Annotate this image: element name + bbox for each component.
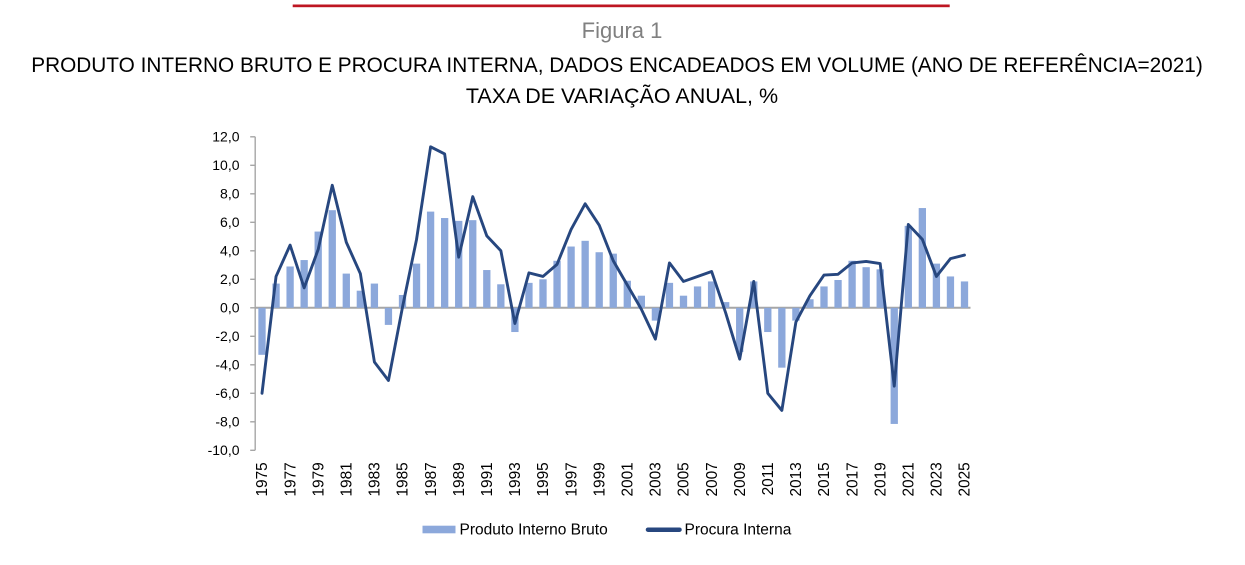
svg-text:2009: 2009: [732, 462, 749, 496]
svg-text:-4,0: -4,0: [215, 357, 239, 373]
svg-text:1995: 1995: [535, 462, 552, 496]
svg-text:TAXA DE VARIAÇÃO ANUAL, %: TAXA DE VARIAÇÃO ANUAL, %: [466, 83, 778, 108]
svg-text:2019: 2019: [872, 462, 889, 496]
svg-text:1987: 1987: [423, 462, 440, 496]
svg-text:2013: 2013: [788, 462, 805, 496]
svg-text:2003: 2003: [648, 462, 665, 496]
svg-text:1989: 1989: [451, 462, 468, 496]
svg-text:2001: 2001: [620, 462, 637, 496]
svg-text:Procura Interna: Procura Interna: [685, 522, 792, 539]
svg-text:12,0: 12,0: [212, 129, 239, 145]
svg-text:8,0: 8,0: [220, 186, 240, 202]
svg-text:2023: 2023: [929, 462, 946, 496]
svg-text:1999: 1999: [591, 462, 608, 496]
svg-text:2011: 2011: [760, 462, 777, 495]
svg-text:2007: 2007: [704, 462, 721, 496]
svg-text:-2,0: -2,0: [215, 328, 239, 344]
svg-text:6,0: 6,0: [220, 214, 240, 230]
svg-text:1983: 1983: [367, 462, 384, 496]
svg-text:PRODUTO INTERNO BRUTO E PROCUR: PRODUTO INTERNO BRUTO E PROCURA INTERNA,…: [31, 54, 1203, 77]
svg-text:10,0: 10,0: [212, 157, 239, 173]
svg-text:2005: 2005: [676, 462, 693, 496]
svg-text:-8,0: -8,0: [215, 414, 239, 430]
svg-text:0,0: 0,0: [220, 300, 240, 316]
svg-text:-10,0: -10,0: [208, 442, 240, 458]
svg-text:2017: 2017: [844, 462, 861, 496]
svg-text:1985: 1985: [395, 462, 412, 496]
svg-text:1991: 1991: [479, 462, 496, 496]
svg-text:Produto Interno Bruto: Produto Interno Bruto: [460, 522, 608, 539]
svg-text:2025: 2025: [957, 462, 974, 496]
svg-text:4,0: 4,0: [220, 243, 240, 259]
svg-text:2021: 2021: [901, 462, 918, 496]
svg-text:1993: 1993: [507, 462, 524, 496]
svg-text:1979: 1979: [310, 462, 327, 496]
svg-text:2015: 2015: [816, 462, 833, 496]
svg-text:Figura 1: Figura 1: [582, 18, 663, 43]
svg-text:2,0: 2,0: [220, 271, 240, 287]
svg-text:-6,0: -6,0: [215, 385, 239, 401]
svg-text:1997: 1997: [563, 462, 580, 496]
svg-text:1975: 1975: [254, 462, 271, 496]
svg-text:1981: 1981: [339, 462, 356, 496]
svg-text:1977: 1977: [282, 462, 299, 496]
